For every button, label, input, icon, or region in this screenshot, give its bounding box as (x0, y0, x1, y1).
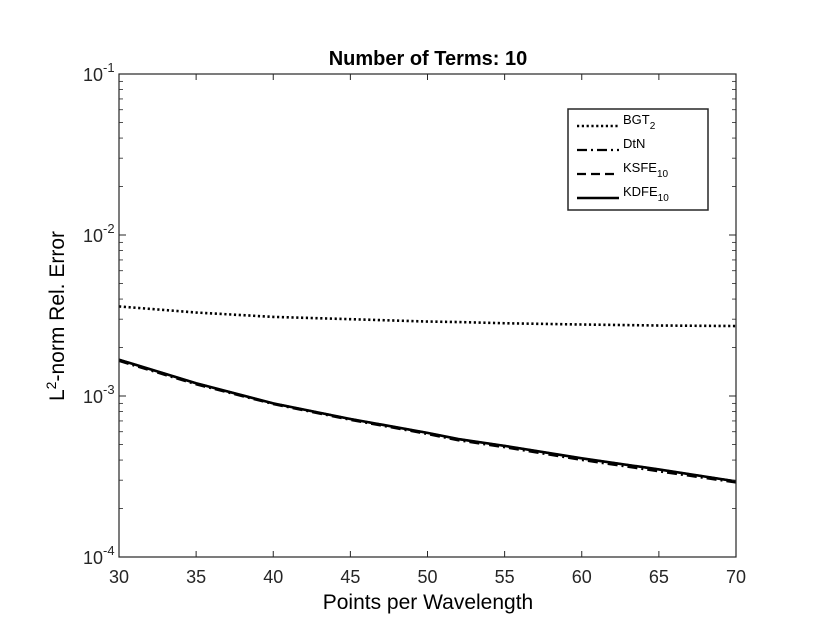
legend-label: DtN (623, 136, 645, 151)
y-axis: 10-410-310-210-1 (83, 60, 736, 568)
legend-name: BGT (623, 112, 650, 127)
chart-title: Number of Terms: 10 (329, 48, 528, 70)
y-tick-exp: -4 (103, 543, 115, 558)
y-axis-label: L2-norm Rel. Error (43, 231, 69, 401)
x-tick-label: 60 (572, 567, 592, 587)
y-axis-label-sup: 2 (43, 381, 59, 389)
legend-subscript: 10 (657, 169, 669, 180)
y-axis-label-base: L (46, 389, 69, 401)
y-tick-label: 10-4 (83, 543, 115, 568)
legend-subscript: 2 (650, 121, 656, 132)
legend-name: KSFE (623, 160, 657, 175)
x-axis-label: Points per Wavelength (323, 591, 534, 614)
y-tick-label: 10-3 (83, 382, 115, 407)
x-tick-label: 65 (649, 567, 669, 587)
series-line-dtn (118, 359, 737, 484)
legend-name: KDFE (623, 184, 658, 199)
y-tick-exp: -2 (103, 221, 115, 236)
y-axis-label-rest: -norm Rel. Error (46, 231, 69, 382)
y-tick-base: 10 (83, 65, 103, 85)
y-tick-exp: -3 (103, 382, 115, 397)
series-line-ksfe (118, 358, 737, 483)
x-axis: 30 35 40 45 50 55 60 65 70 (109, 74, 746, 587)
x-tick-label: 70 (726, 567, 746, 587)
y-tick-base: 10 (83, 226, 103, 246)
legend-name: DtN (623, 136, 645, 151)
y-tick-exp: -1 (103, 60, 115, 75)
legend-label: BGT2 (623, 112, 656, 132)
series-line-bgt (118, 305, 737, 328)
x-tick-label: 50 (417, 567, 437, 587)
x-tick-label: 45 (340, 567, 360, 587)
x-tick-label: 40 (263, 567, 283, 587)
x-tick-label: 55 (495, 567, 515, 587)
legend-box (567, 108, 709, 211)
legend-subscript: 10 (658, 193, 670, 204)
y-tick-base: 10 (83, 548, 103, 568)
y-tick-label: 10-2 (83, 221, 115, 246)
legend-label: KSFE10 (623, 160, 669, 180)
series-layer (118, 305, 737, 484)
x-tick-label: 30 (109, 567, 129, 587)
series-line-kdfe (118, 358, 737, 483)
x-tick-label: 35 (186, 567, 206, 587)
legend-label: KDFE10 (623, 184, 669, 204)
y-tick-label: 10-1 (83, 60, 115, 85)
y-tick-base: 10 (83, 387, 103, 407)
